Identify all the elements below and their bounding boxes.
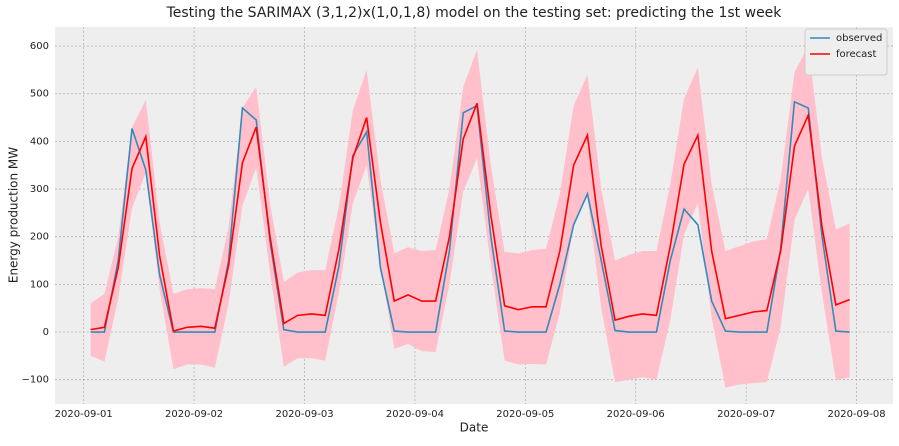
legend-label: forecast [836, 49, 877, 60]
y-axis-label: Energy production MW [7, 147, 21, 283]
x-tick-label: 2020-09-04 [386, 409, 444, 420]
y-tick-label: 0 [43, 327, 49, 338]
x-tick-label: 2020-09-05 [496, 409, 554, 420]
x-tick-label: 2020-09-06 [607, 409, 665, 420]
y-tick-label: 100 [30, 279, 49, 290]
x-tick-label: 2020-09-01 [55, 409, 113, 420]
y-tick-label: 200 [30, 232, 49, 243]
x-tick-label: 2020-09-02 [165, 409, 223, 420]
x-tick-label: 2020-09-03 [275, 409, 333, 420]
x-axis-label: Date [460, 421, 489, 435]
y-tick-label: 400 [30, 136, 49, 147]
legend-label: observed [836, 33, 882, 44]
y-tick-label: 500 [30, 89, 49, 100]
x-tick-label: 2020-09-07 [717, 409, 775, 420]
y-tick-label: 600 [30, 41, 49, 52]
y-tick-label: −100 [22, 375, 49, 386]
chart-title: Testing the SARIMAX (3,1,2)x(1,0,1,8) mo… [166, 5, 783, 21]
series-line [90, 102, 850, 333]
y-tick-label: 300 [30, 184, 49, 195]
legend-box [804, 28, 888, 76]
x-tick-label: 2020-09-08 [828, 409, 886, 420]
